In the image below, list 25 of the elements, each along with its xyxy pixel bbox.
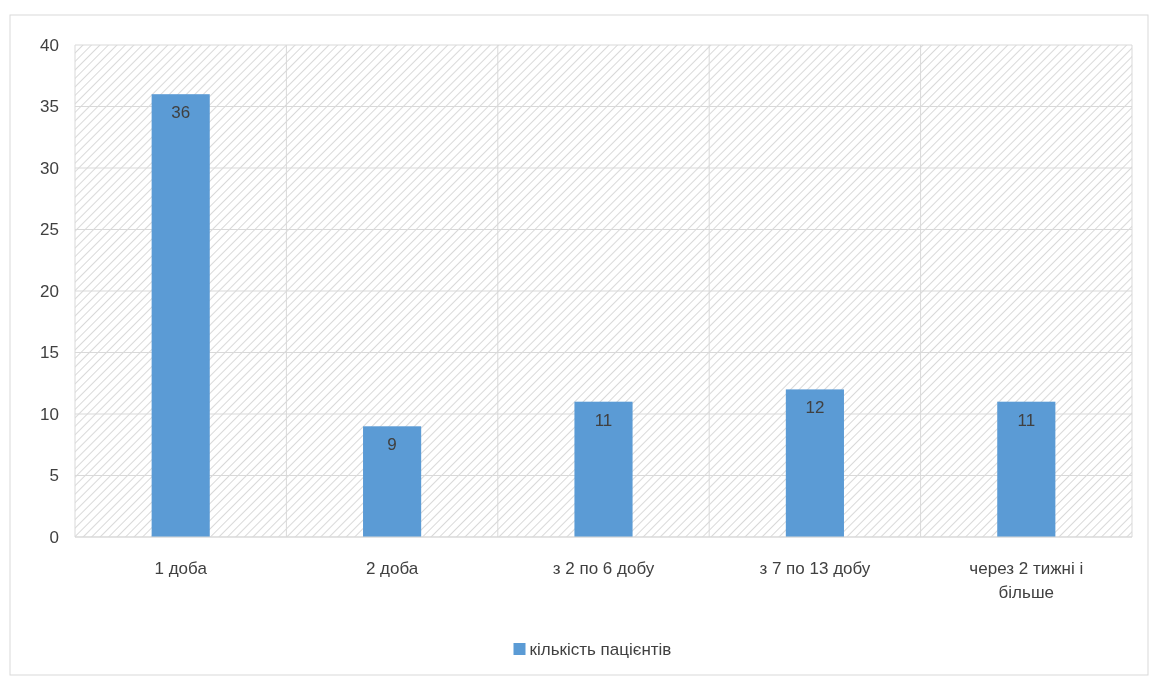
y-tick-label: 35: [40, 97, 59, 117]
legend-label: кількість пацієнтів: [529, 639, 672, 659]
x-tick-label: через 2 тижні і більше: [969, 559, 1084, 602]
x-tick-label: 2 доба: [365, 559, 419, 578]
y-tick-label: 40: [40, 35, 59, 55]
data-label: 12: [805, 398, 825, 418]
y-tick-label: 20: [40, 281, 59, 301]
y-tick-label: 25: [40, 220, 59, 240]
data-label: 36: [171, 103, 191, 123]
bar: [997, 401, 1056, 537]
data-label: 11: [594, 410, 613, 430]
data-label: 9: [387, 435, 397, 455]
bar: [574, 401, 633, 537]
x-tick-label: 1 доба: [154, 559, 208, 578]
y-tick-label: 10: [40, 404, 59, 424]
y-tick-label: 0: [49, 527, 59, 547]
bar: [785, 389, 844, 537]
data-label: 11: [1017, 410, 1036, 430]
y-tick-label: 5: [49, 466, 59, 486]
bar: [151, 94, 210, 537]
y-tick-label: 15: [40, 343, 59, 363]
bar: [363, 426, 422, 537]
x-tick-label: з 2 по 6 добу: [552, 559, 655, 578]
x-tick-label: з 7 по 13 добу: [759, 559, 871, 578]
y-tick-label: 30: [40, 158, 59, 178]
